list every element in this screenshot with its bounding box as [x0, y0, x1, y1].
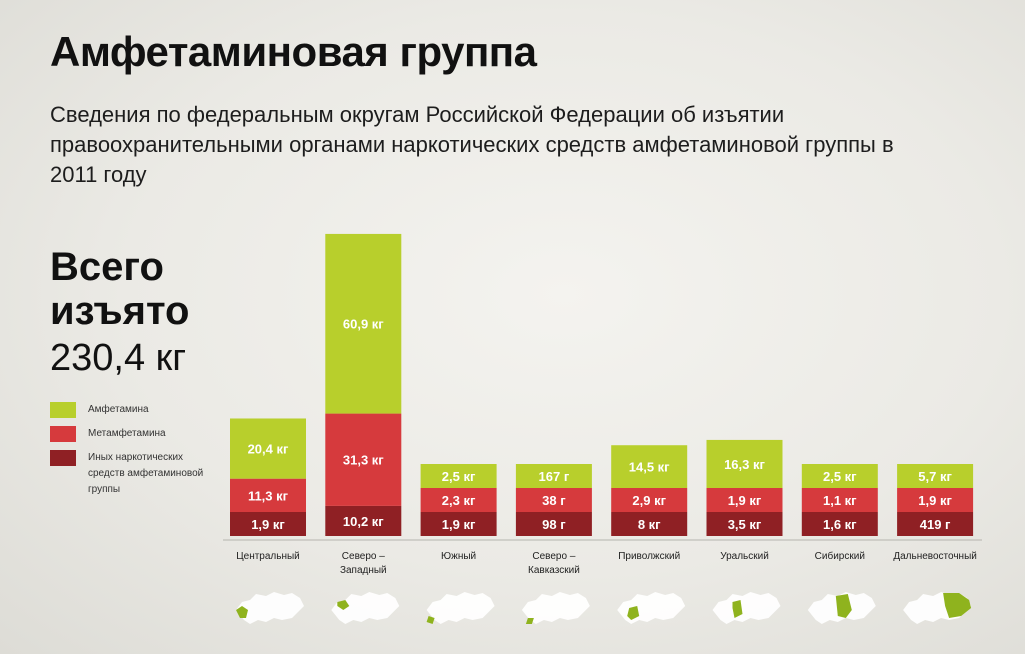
- data-label: 2,9 кг: [632, 493, 666, 508]
- bar-segment-methamphetamine: [515, 488, 592, 512]
- bar-segment-methamphetamine: [801, 488, 878, 512]
- legend-label-other: Иных наркотических средств амфетаминовой…: [88, 452, 204, 495]
- bar-segment-methamphetamine: [611, 488, 688, 512]
- russia-map-icon: [807, 592, 876, 624]
- data-label: 1,9 кг: [728, 493, 762, 508]
- russia-map-icon: [617, 592, 686, 624]
- russia-map-icon: [712, 592, 781, 624]
- data-label: 11,3 кг: [248, 488, 289, 503]
- bar-segment-other: [706, 512, 783, 536]
- page-subtitle: Сведения по федеральным округам Российск…: [50, 102, 894, 187]
- data-label: 16,3 кг: [724, 457, 765, 472]
- total-block: Всего изъято 230,4 кг: [50, 245, 210, 381]
- category-label: Кавказский: [528, 565, 580, 576]
- bar-segment-other: [897, 512, 974, 536]
- legend-swatch-amphetamine: [50, 402, 76, 418]
- data-label: 1,9 кг: [251, 517, 285, 532]
- legend-label-amphetamine: Амфетамина: [88, 404, 149, 415]
- bar-segment-methamphetamine: [897, 488, 974, 512]
- bar-segment-amphetamine: [325, 233, 402, 414]
- data-label: 10,2 кг: [343, 514, 384, 529]
- bar-segment-amphetamine: [801, 464, 878, 488]
- bar-segment-methamphetamine: [325, 413, 402, 506]
- russia-map-icon: [426, 592, 495, 624]
- total-label: Всего изъято: [50, 245, 190, 333]
- category-label: Приволжский: [618, 551, 680, 562]
- bar-segment-amphetamine: [897, 464, 974, 488]
- data-label: 20,4 кг: [248, 442, 289, 457]
- category-label: Северо –: [532, 551, 575, 562]
- legend: Амфетамина Метамфетамина Иных наркотичес…: [50, 402, 220, 506]
- bar-segment-amphetamine: [611, 445, 688, 488]
- legend-swatch-methamphetamine: [50, 426, 76, 442]
- bar-segment-amphetamine: [706, 439, 783, 488]
- legend-item-other: Иных наркотических средств амфетаминовой…: [50, 450, 220, 498]
- data-label: 2,5 кг: [442, 469, 476, 484]
- category-label: Южный: [441, 551, 476, 562]
- bar-segment-amphetamine: [420, 464, 497, 488]
- data-label: 167 г: [539, 469, 570, 484]
- bar-segment-amphetamine: [230, 418, 306, 479]
- data-label: 14,5 кг: [629, 460, 670, 475]
- data-label: 31,3 кг: [343, 453, 384, 468]
- bar-segment-other: [801, 512, 878, 536]
- data-label: 98 г: [542, 517, 566, 532]
- bar-segment-other: [515, 512, 592, 536]
- data-label: 8 кг: [638, 517, 661, 532]
- category-label: Западный: [340, 565, 387, 576]
- russia-map-icon: [903, 592, 972, 624]
- category-label: Северо –: [342, 551, 385, 562]
- total-value: 230,4 кг: [50, 337, 187, 379]
- russia-map-icon: [236, 592, 304, 624]
- legend-item-methamphetamine: Метамфетамина: [50, 426, 220, 442]
- data-label: 2,5 кг: [823, 469, 857, 484]
- data-label: 419 г: [920, 517, 951, 532]
- bar-segment-methamphetamine: [706, 488, 783, 512]
- data-label: 1,9 кг: [442, 517, 476, 532]
- data-label: 38 г: [542, 493, 566, 508]
- bar-segment-methamphetamine: [230, 478, 306, 512]
- data-label: 1,9 кг: [918, 493, 952, 508]
- legend-label-methamphetamine: Метамфетамина: [88, 428, 166, 439]
- category-label: Дальневосточный: [893, 551, 977, 562]
- page-title: Амфетаминовая группа: [50, 28, 537, 75]
- data-label: 5,7 кг: [918, 469, 952, 484]
- bar-segment-other: [420, 512, 497, 536]
- category-label: Центральный: [236, 551, 300, 562]
- bar-segment-methamphetamine: [420, 488, 497, 512]
- category-label: Сибирский: [815, 550, 865, 562]
- data-label: 1,1 кг: [823, 493, 857, 508]
- data-label: 3,5 кг: [728, 517, 762, 532]
- russia-map-icon: [521, 592, 590, 624]
- bar-segment-other: [611, 512, 688, 536]
- bar-segment-other: [325, 505, 402, 536]
- russia-map-icon: [331, 592, 400, 624]
- data-label: 1,6 кг: [823, 517, 857, 532]
- legend-item-amphetamine: Амфетамина: [50, 402, 220, 418]
- data-label: 60,9 кг: [343, 317, 384, 332]
- category-label: Уральский: [720, 551, 769, 562]
- bar-segment-other: [230, 512, 306, 536]
- legend-swatch-other: [50, 450, 76, 466]
- data-label: 2,3 кг: [442, 493, 476, 508]
- bar-segment-amphetamine: [515, 464, 592, 488]
